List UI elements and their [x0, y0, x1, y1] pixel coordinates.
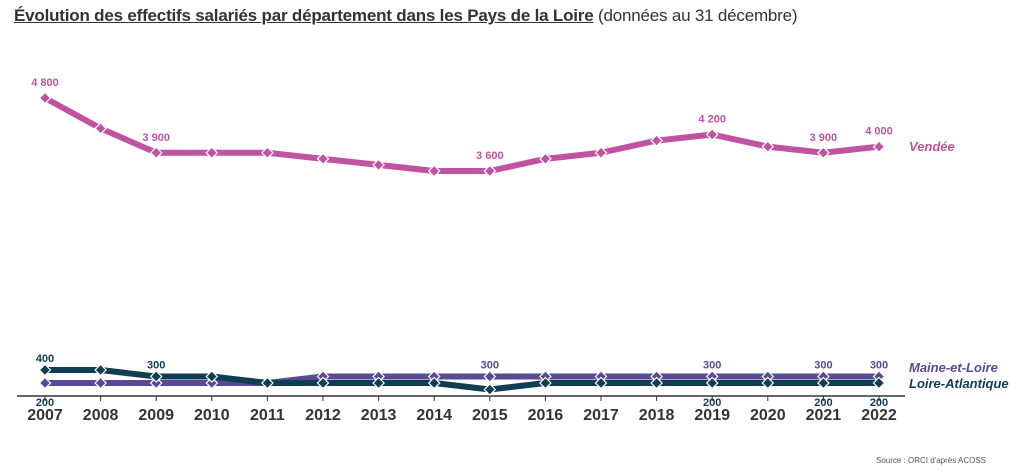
data-point	[38, 376, 52, 390]
legend-label-loire_atlantique: Loire-Atlantique	[909, 376, 1009, 391]
data-point	[149, 146, 163, 160]
data-point	[261, 146, 274, 160]
data-point	[427, 164, 441, 178]
data-point	[372, 158, 385, 172]
data-label: 4 000	[865, 126, 893, 138]
x-tick-label: 2017	[583, 407, 619, 424]
data-point	[594, 376, 608, 390]
data-point	[205, 370, 219, 383]
data-point	[316, 376, 330, 390]
data-label: 3 900	[142, 132, 170, 144]
data-point	[594, 146, 608, 160]
x-tick-label: 2019	[694, 407, 730, 424]
data-point	[205, 146, 219, 160]
data-point	[872, 140, 886, 154]
data-point	[761, 140, 775, 154]
x-tick-label: 2008	[83, 407, 119, 424]
data-point	[427, 376, 441, 390]
x-tick-label: 2022	[861, 407, 897, 424]
chart-title: Évolution des effectifs salariés par dép…	[14, 6, 798, 26]
legend-label-maine_et_loire: Maine-et-Loire	[909, 360, 998, 375]
data-point	[149, 370, 163, 383]
x-tick-label: 2015	[472, 407, 508, 424]
series-line-loire_atlantique	[42, 367, 882, 393]
data-label: 300	[814, 360, 832, 372]
data-point	[539, 152, 552, 166]
data-point	[94, 363, 107, 377]
x-tick-label: 2012	[305, 407, 341, 424]
x-tick-label: 2013	[361, 407, 397, 424]
data-label: 300	[481, 360, 499, 372]
x-tick-label: 2009	[138, 407, 174, 424]
x-tick-label: 2016	[528, 407, 564, 424]
data-point	[261, 376, 274, 390]
x-tick-label: 2010	[194, 407, 230, 424]
data-point	[372, 376, 385, 390]
x-tick-label: 2014	[416, 407, 452, 424]
data-label: 3 900	[810, 132, 838, 144]
data-point	[650, 376, 663, 390]
data-label: 400	[36, 353, 54, 365]
data-label: 300	[147, 360, 165, 372]
data-point	[705, 376, 719, 390]
data-point	[872, 376, 886, 390]
data-point	[94, 122, 107, 135]
legend-label-vendee: Vendée	[909, 139, 955, 154]
data-point	[705, 128, 719, 141]
data-label: 200	[870, 397, 888, 409]
x-tick-label: 2018	[639, 407, 675, 424]
series-line-vendee	[42, 95, 882, 174]
x-tick-label: 2011	[250, 407, 285, 424]
x-tick-label: 2007	[27, 407, 63, 424]
data-label: 300	[703, 360, 721, 372]
data-point	[817, 146, 830, 160]
data-point	[817, 376, 830, 390]
series-line-maine_et_loire	[42, 373, 882, 386]
data-label: 3 600	[476, 150, 504, 162]
data-point	[539, 376, 552, 390]
data-point	[483, 370, 497, 383]
data-label: 200	[36, 397, 54, 409]
data-point	[483, 164, 497, 178]
data-point	[316, 152, 330, 166]
x-tick-label: 2020	[750, 407, 786, 424]
data-point	[94, 376, 107, 390]
data-label: 4 800	[31, 77, 59, 89]
data-label: 4 200	[698, 114, 726, 126]
data-point	[38, 91, 52, 105]
source-note: Source : ORCI d'après ACOSS	[875, 456, 986, 465]
data-point	[38, 363, 52, 377]
data-point	[761, 376, 775, 390]
data-point	[650, 134, 663, 147]
chart-title-main: Évolution des effectifs salariés par dép…	[14, 6, 594, 25]
x-tick-label: 2021	[806, 407, 842, 424]
chart-subtitle: (données au 31 décembre)	[598, 6, 798, 25]
data-point	[483, 383, 497, 396]
data-label: 200	[703, 397, 721, 409]
data-label: 200	[814, 397, 832, 409]
data-point	[205, 376, 219, 390]
data-label: 300	[870, 360, 888, 372]
data-point	[149, 376, 163, 390]
